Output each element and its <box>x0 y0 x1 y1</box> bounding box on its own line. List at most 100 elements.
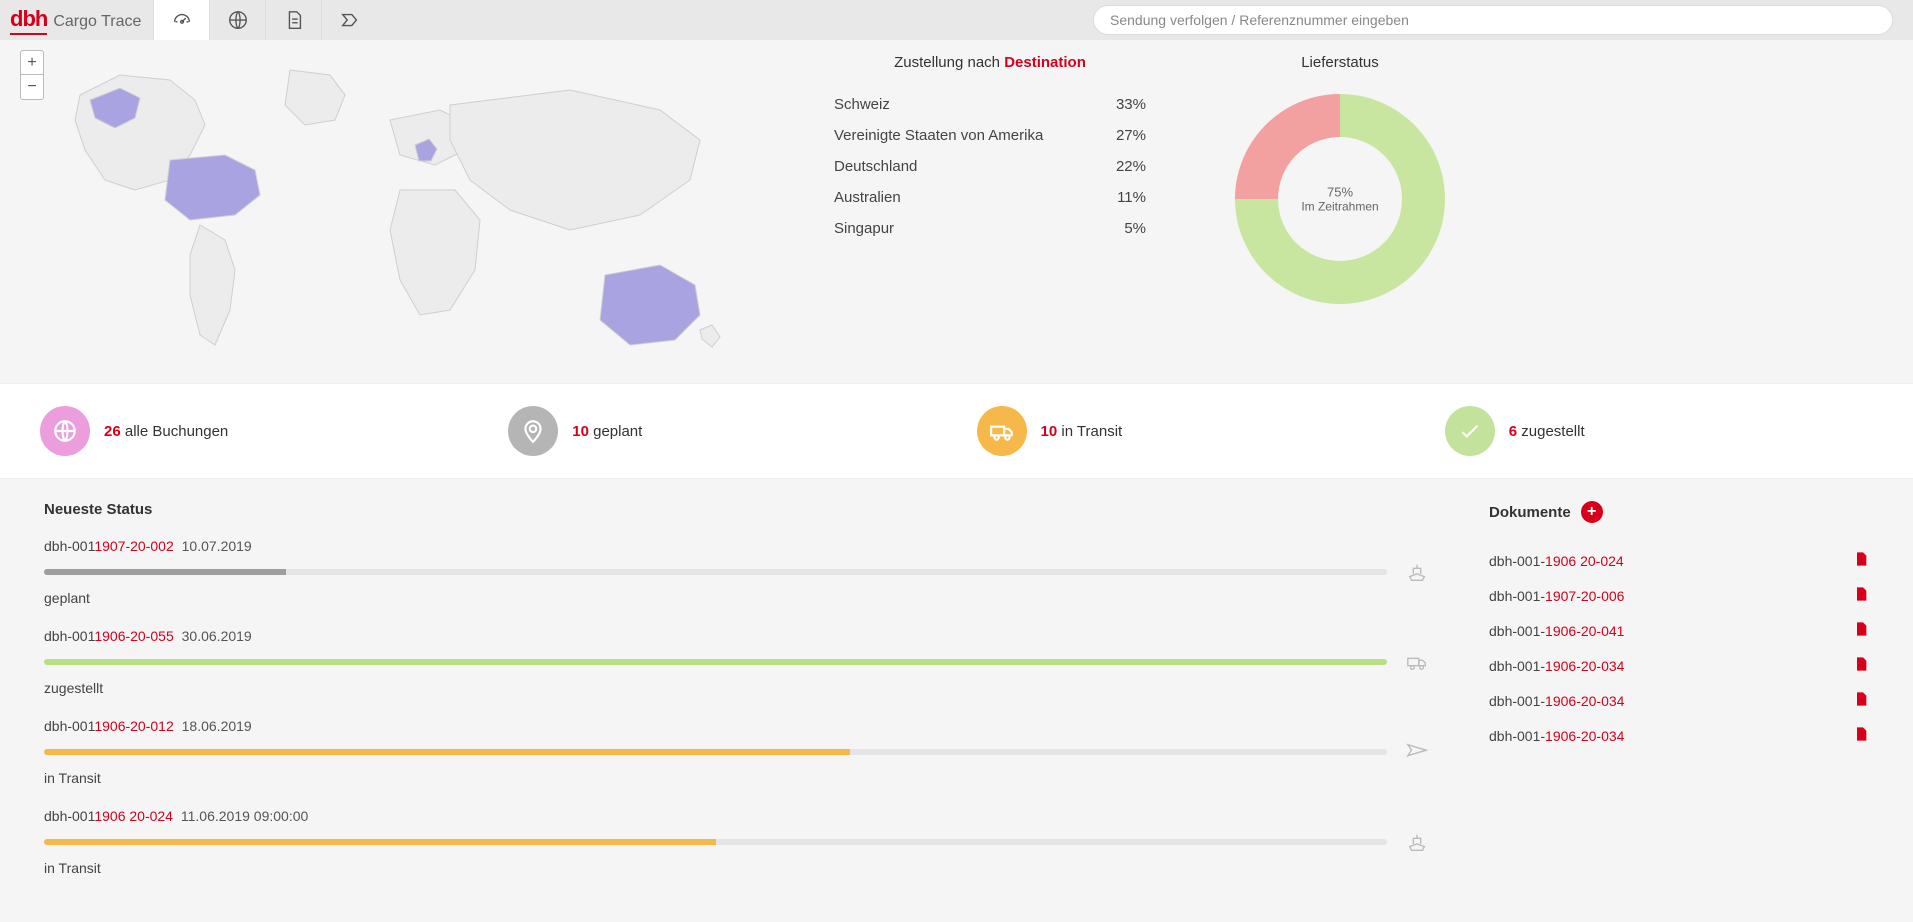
kpi-count: 10 <box>1041 423 1058 440</box>
destination-name: Deutschland <box>834 158 917 175</box>
status-label: in Transit <box>44 860 1429 876</box>
kpi-card[interactable]: 10 geplant <box>508 406 936 456</box>
doc-suffix: 1906-20-034 <box>1545 693 1624 709</box>
status-label: geplant <box>44 590 1429 606</box>
status-ref-suffix: 1906-20-012 <box>94 718 173 734</box>
destination-name: Schweiz <box>834 96 890 113</box>
nav-icons <box>153 0 377 40</box>
logo-main: dbh <box>10 6 47 35</box>
document-row[interactable]: dbh-001-1907-20-006 <box>1489 578 1869 613</box>
status-ref-prefix: dbh-001 <box>44 538 94 554</box>
globe-icon <box>40 406 90 456</box>
doc-suffix: 1906 20-024 <box>1545 553 1624 569</box>
status-item[interactable]: dbh-0011906-20-055 30.06.2019 zugestellt <box>44 628 1429 696</box>
pdf-icon[interactable] <box>1853 655 1869 676</box>
destination-name: Australien <box>834 189 901 206</box>
destination-panel: Zustellung nach Destination Schweiz 33% Ve… <box>830 50 1150 363</box>
destination-row[interactable]: Deutschland22% <box>830 151 1150 182</box>
kpi-label: zugestellt <box>1521 423 1584 440</box>
truck-icon <box>977 406 1027 456</box>
nav-globe-icon[interactable] <box>209 0 265 40</box>
status-column: Neueste Status dbh-0011907-20-002 10.07.… <box>44 501 1429 898</box>
destination-pct: 27% <box>1116 127 1146 144</box>
doc-suffix: 1907-20-006 <box>1545 588 1624 604</box>
doc-prefix: dbh-001- <box>1489 658 1545 674</box>
status-date: 30.06.2019 <box>182 628 252 644</box>
status-item[interactable]: dbh-0011906-20-012 18.06.2019 in Transit <box>44 718 1429 786</box>
kpi-card[interactable]: 26 alle Buchungen <box>40 406 468 456</box>
destination-row[interactable]: Schweiz 33% <box>830 89 1150 120</box>
progress-bar <box>44 569 1387 575</box>
pdf-icon[interactable] <box>1853 690 1869 711</box>
add-document-button[interactable]: + <box>1581 501 1603 523</box>
kpi-label: geplant <box>593 423 642 440</box>
document-row[interactable]: dbh-001-1906-20-041 <box>1489 613 1869 648</box>
donut-center-label: 75% Im Zeitrahmen <box>1230 185 1450 214</box>
doc-suffix: 1906-20-034 <box>1545 658 1624 674</box>
donut-title: Lieferstatus <box>1180 54 1500 71</box>
doc-prefix: dbh-001- <box>1489 588 1545 604</box>
destination-title: Zustellung nach Destination <box>830 54 1150 71</box>
documents-heading: Dokumente + <box>1489 501 1869 523</box>
status-item[interactable]: dbh-0011907-20-002 10.07.2019 geplant <box>44 538 1429 606</box>
bottom-section: Neueste Status dbh-0011907-20-002 10.07.… <box>0 479 1913 920</box>
kpi-row: 26 alle Buchungen 10 geplant 10 in Trans… <box>0 383 1913 479</box>
status-item[interactable]: dbh-0011906 20-024 11.06.2019 09:00:00 i… <box>44 808 1429 876</box>
destination-row[interactable]: Australien11% <box>830 182 1150 213</box>
truck-icon <box>1405 650 1429 674</box>
doc-suffix: 1906-20-041 <box>1545 623 1624 639</box>
destination-row[interactable]: Vereinigte Staaten von Amerika 27% <box>830 120 1150 151</box>
delivery-status-panel: Lieferstatus 75% Im Zeitrahmen <box>1180 50 1500 363</box>
kpi-label: alle Buchungen <box>125 423 228 440</box>
status-ref-suffix: 1906 20-024 <box>94 808 173 824</box>
pin-icon <box>508 406 558 456</box>
map-zoom-control: + − <box>20 50 44 100</box>
check-icon <box>1445 406 1495 456</box>
status-date: 11.06.2019 09:00:00 <box>181 808 308 824</box>
kpi-label: in Transit <box>1061 423 1122 440</box>
document-row[interactable]: dbh-001-1906-20-034 <box>1489 683 1869 718</box>
pdf-icon[interactable] <box>1853 585 1869 606</box>
status-ref-prefix: dbh-001 <box>44 628 94 644</box>
search-input[interactable] <box>1093 5 1893 35</box>
kpi-card[interactable]: 6 zugestellt <box>1445 406 1873 456</box>
status-label: zugestellt <box>44 680 1429 696</box>
document-row[interactable]: dbh-001-1906-20-034 <box>1489 718 1869 753</box>
plane-icon <box>1405 740 1429 764</box>
destination-row[interactable]: Singapur 5% <box>830 213 1150 244</box>
pdf-icon[interactable] <box>1853 550 1869 571</box>
doc-suffix: 1906-20-034 <box>1545 728 1624 744</box>
nav-export-icon[interactable] <box>321 0 377 40</box>
kpi-card[interactable]: 10 in Transit <box>977 406 1405 456</box>
zoom-out-button[interactable]: − <box>21 75 43 99</box>
document-row[interactable]: dbh-001-1906-20-034 <box>1489 648 1869 683</box>
doc-prefix: dbh-001- <box>1489 693 1545 709</box>
status-label: in Transit <box>44 770 1429 786</box>
nav-document-icon[interactable] <box>265 0 321 40</box>
status-ref-prefix: dbh-001 <box>44 718 94 734</box>
kpi-count: 10 <box>572 423 589 440</box>
destination-name: Singapur <box>834 220 894 237</box>
donut-chart: 75% Im Zeitrahmen <box>1230 89 1450 309</box>
logo-sub: Cargo Trace <box>53 13 141 31</box>
world-map[interactable]: + − <box>20 50 800 363</box>
logo: dbh Cargo Trace <box>10 6 141 35</box>
nav-dashboard-icon[interactable] <box>153 0 209 40</box>
ship-icon <box>1405 560 1429 584</box>
pdf-icon[interactable] <box>1853 725 1869 746</box>
doc-prefix: dbh-001- <box>1489 728 1545 744</box>
kpi-count: 26 <box>104 423 121 440</box>
app-header: dbh Cargo Trace <box>0 0 1913 40</box>
destination-pct: 5% <box>1124 220 1146 237</box>
zoom-in-button[interactable]: + <box>21 51 43 75</box>
document-row[interactable]: dbh-001-1906 20-024 <box>1489 543 1869 578</box>
pdf-icon[interactable] <box>1853 620 1869 641</box>
documents-column: Dokumente + dbh-001-1906 20-024 dbh-001-… <box>1489 501 1869 898</box>
ship-icon <box>1405 830 1429 854</box>
status-date: 18.06.2019 <box>182 718 252 734</box>
destination-name: Vereinigte Staaten von Amerika <box>834 127 1043 144</box>
status-date: 10.07.2019 <box>182 538 252 554</box>
destination-pct: 33% <box>1116 96 1146 113</box>
status-ref-suffix: 1907-20-002 <box>94 538 173 554</box>
status-heading: Neueste Status <box>44 501 1429 518</box>
